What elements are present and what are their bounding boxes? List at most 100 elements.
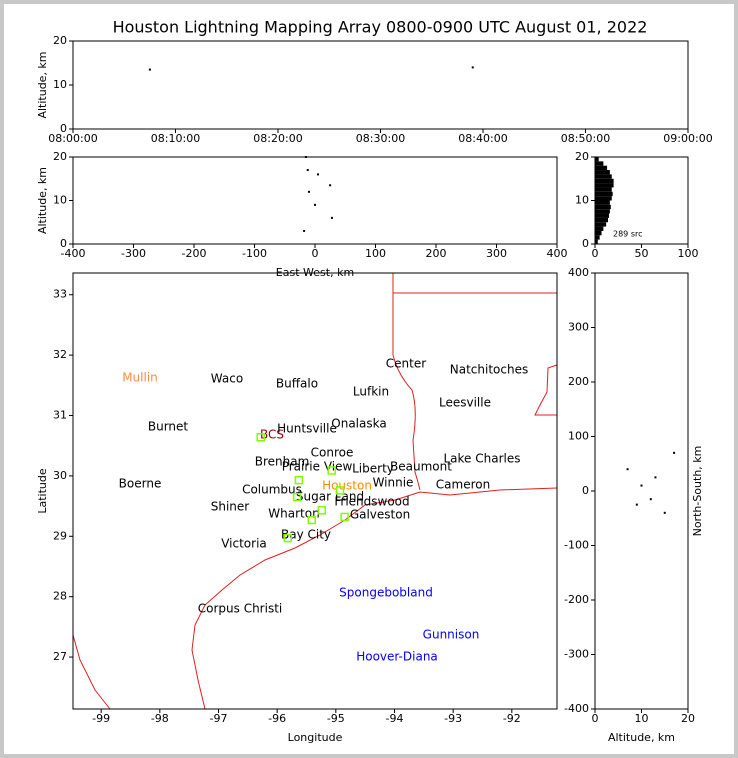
source-point xyxy=(306,169,309,172)
y-tick-label: -300 xyxy=(564,648,589,661)
x-tick-label: 09:00:00 xyxy=(663,132,712,145)
city-label: Center xyxy=(386,357,426,371)
histogram-bar xyxy=(595,200,610,205)
histogram-bar xyxy=(595,239,598,244)
plot-frame xyxy=(72,272,558,710)
source-point xyxy=(673,451,676,454)
city-label: Sugar Land xyxy=(296,490,364,504)
city-label: Onalaska xyxy=(331,417,386,431)
y-tick-label: 400 xyxy=(568,266,589,279)
x-tick-label: -300 xyxy=(121,247,146,260)
y-tick-label: 10 xyxy=(575,194,589,207)
x-tick-label: 200 xyxy=(426,247,447,260)
y-tick-label: -400 xyxy=(564,702,589,715)
x-axis-label: Longitude xyxy=(288,731,343,744)
y-tick-label: 0 xyxy=(582,237,589,250)
city-label: BCS xyxy=(260,428,284,442)
x-tick-label: -94 xyxy=(386,712,404,725)
source-point xyxy=(307,190,310,193)
station-marker xyxy=(292,492,302,502)
source-point xyxy=(330,216,333,219)
y-tick-label: 29 xyxy=(53,529,67,542)
city-label: Mullin xyxy=(122,371,158,385)
y-tick-label: -100 xyxy=(564,539,589,552)
source-point xyxy=(148,68,151,71)
x-tick-label: 08:20:00 xyxy=(253,132,302,145)
histogram-bar xyxy=(595,230,602,236)
city-label: Gunnison xyxy=(423,628,480,642)
histogram-bar xyxy=(595,174,612,179)
city-label: Houston xyxy=(322,479,372,493)
y-tick-label: 0 xyxy=(60,122,67,135)
source-point xyxy=(654,476,657,479)
y-axis-label: Altitude, km xyxy=(36,51,49,118)
station-marker xyxy=(335,486,345,495)
city-label: Lufkin xyxy=(353,385,389,399)
histogram-bar xyxy=(595,191,613,197)
source-point xyxy=(640,484,643,487)
histogram-bar xyxy=(595,183,614,188)
histogram-bar xyxy=(595,165,608,171)
source-point xyxy=(471,66,474,69)
histogram-bar xyxy=(595,217,609,223)
city-label: Leesville xyxy=(439,396,491,410)
city-label: Victoria xyxy=(221,537,267,551)
x-tick-label: 100 xyxy=(678,247,699,260)
source-point xyxy=(635,503,638,506)
station-marker xyxy=(307,515,317,525)
y-tick-label: 33 xyxy=(53,288,67,301)
y-tick-label: 20 xyxy=(53,34,67,47)
x-tick-label: 08:30:00 xyxy=(356,132,405,145)
background xyxy=(4,4,734,754)
y-tick-label: 20 xyxy=(53,150,67,163)
source-point xyxy=(626,468,629,471)
y-tick-label: 28 xyxy=(53,590,67,603)
x-tick-label: -100 xyxy=(242,247,267,260)
histogram-bar xyxy=(595,161,604,166)
x-tick-label: 400 xyxy=(547,247,568,260)
x-tick-label: -99 xyxy=(92,712,110,725)
histogram-bar xyxy=(595,226,604,231)
city-label: Hoover-Diana xyxy=(356,650,438,664)
border-line xyxy=(72,634,111,710)
city-label: Boerne xyxy=(119,477,162,491)
city-label: Huntsville xyxy=(277,422,337,436)
x-tick-label: 20 xyxy=(681,712,695,725)
y-tick-label: 200 xyxy=(568,375,589,388)
x-tick-label: 0 xyxy=(312,247,319,260)
x-tick-label: 300 xyxy=(486,247,507,260)
city-label: Wharton xyxy=(268,507,319,521)
city-label: Columbus xyxy=(242,483,302,497)
city-label: Corpus Christi xyxy=(198,602,283,616)
source-point xyxy=(649,498,652,501)
y-axis-label: North-South, km xyxy=(691,446,704,537)
city-label: Shiner xyxy=(211,500,250,514)
coastline xyxy=(191,487,558,710)
city-label: Galveston xyxy=(350,508,410,522)
station-marker xyxy=(317,506,326,515)
y-tick-label: 300 xyxy=(568,321,589,334)
x-tick-label: 08:00:00 xyxy=(48,132,97,145)
y-tick-label: 0 xyxy=(60,237,67,250)
histogram-bar xyxy=(595,170,610,175)
station-marker xyxy=(294,475,304,485)
x-tick-label: -200 xyxy=(182,247,207,260)
x-tick-label: -97 xyxy=(210,712,228,725)
station-marker xyxy=(256,433,265,442)
y-tick-label: 30 xyxy=(53,469,67,482)
x-tick-label: -98 xyxy=(151,712,169,725)
histogram-bar xyxy=(595,213,609,218)
city-label: Beaumont xyxy=(390,460,452,474)
city-label: Friendswood xyxy=(334,495,409,509)
city-label: Winnie xyxy=(373,476,414,490)
y-tick-label: 32 xyxy=(53,348,67,361)
y-tick-label: 20 xyxy=(575,150,589,163)
y-tick-label: 0 xyxy=(582,484,589,497)
city-label: Conroe xyxy=(311,446,354,460)
state-border xyxy=(393,292,558,416)
histogram-bar xyxy=(595,204,611,210)
city-label: Buffalo xyxy=(276,377,318,391)
source-point xyxy=(303,229,306,232)
city-label: Waco xyxy=(211,372,243,386)
